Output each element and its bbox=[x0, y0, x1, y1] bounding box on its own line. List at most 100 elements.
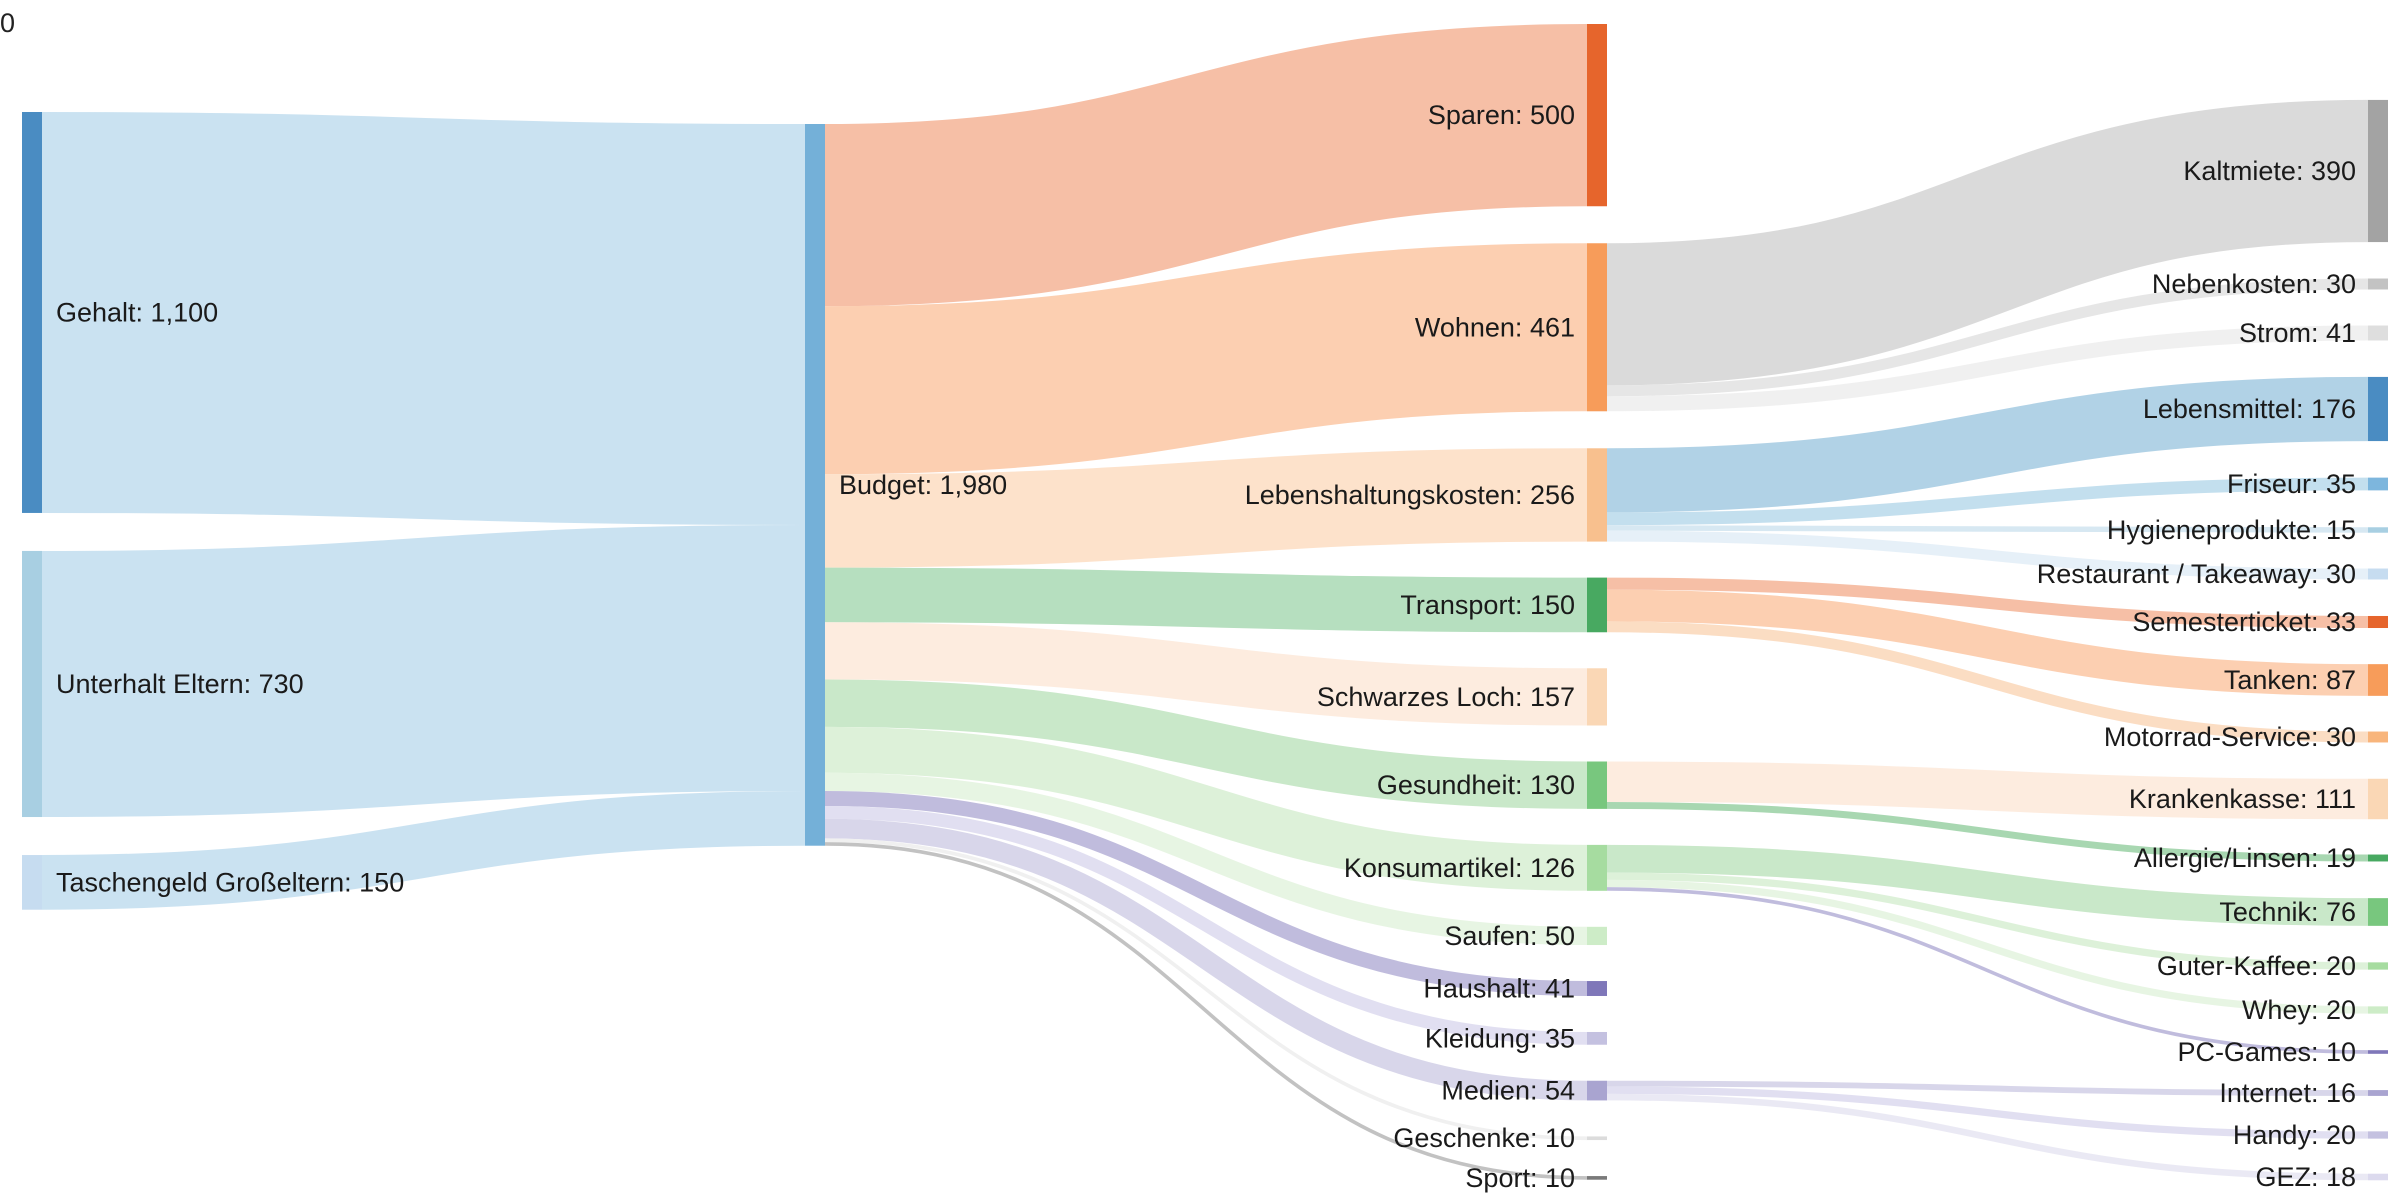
node-label-haushalt: Haushalt: 41 bbox=[1423, 974, 1575, 1004]
node-label-taschengeld-großeltern: Taschengeld Großeltern: 150 bbox=[56, 867, 404, 897]
node-gez bbox=[2368, 1173, 2388, 1181]
node-label-handy: Handy: 20 bbox=[2233, 1120, 2356, 1150]
node-handy bbox=[2368, 1131, 2388, 1139]
link-budget-to-transport bbox=[824, 567, 1588, 633]
link-budget-to-konsumartikel bbox=[824, 726, 1588, 891]
link-budget-to-schwarzes-loch bbox=[824, 622, 1588, 726]
link-lebenshaltungskosten-to-hygieneprodukte bbox=[1606, 525, 2369, 533]
node-guter-kaffee bbox=[2368, 962, 2388, 970]
node-semesterticket bbox=[2368, 615, 2388, 629]
link-unterhalt-eltern-to-budget bbox=[41, 524, 806, 818]
link-budget-to-wohnen bbox=[824, 243, 1588, 475]
link-medien-to-handy bbox=[1606, 1086, 2369, 1139]
node-gesundheit bbox=[1587, 761, 1607, 809]
node-label-sparen: Sparen: 500 bbox=[1428, 100, 1575, 130]
node-label-pc-games: PC-Games: 10 bbox=[2177, 1037, 2356, 1067]
node-geschenke bbox=[1587, 1136, 1607, 1141]
node-konsumartikel bbox=[1587, 844, 1607, 891]
node-label-wohnen: Wohnen: 461 bbox=[1415, 312, 1575, 342]
link-budget-to-sport bbox=[824, 842, 1588, 1180]
link-konsumartikel-to-whey bbox=[1606, 879, 2369, 1014]
link-budget-to-gesundheit bbox=[824, 679, 1588, 809]
node-label-transport: Transport: 150 bbox=[1400, 590, 1575, 620]
node-friseur bbox=[2368, 477, 2388, 491]
link-medien-to-gez bbox=[1606, 1093, 2369, 1181]
node-label-unterhalt-eltern: Unterhalt Eltern: 730 bbox=[56, 669, 304, 699]
node-gehalt bbox=[22, 112, 42, 513]
link-transport-to-tanken bbox=[1606, 589, 2369, 696]
node-nebenkosten bbox=[2368, 278, 2388, 290]
node-label-guter-kaffee: Guter-Kaffee: 20 bbox=[2157, 951, 2356, 981]
link-budget-to-haushalt bbox=[824, 791, 1588, 996]
nodes-group bbox=[22, 24, 2388, 1181]
node-haushalt bbox=[1587, 981, 1607, 996]
node-label-friseur: Friseur: 35 bbox=[2227, 469, 2356, 499]
node-internet bbox=[2368, 1090, 2388, 1096]
node-label-schwarzes-loch: Schwarzes Loch: 157 bbox=[1317, 682, 1575, 712]
node-label-krankenkasse: Krankenkasse: 111 bbox=[2129, 784, 2356, 814]
link-wohnen-to-strom bbox=[1606, 325, 2369, 412]
link-konsumartikel-to-technik bbox=[1606, 844, 2369, 926]
node-whey bbox=[2368, 1006, 2388, 1014]
node-label-internet: Internet: 16 bbox=[2219, 1078, 2356, 1108]
node-label-whey: Whey: 20 bbox=[2242, 995, 2356, 1025]
node-krankenkasse bbox=[2368, 778, 2388, 820]
node-schwarzes-loch bbox=[1587, 668, 1607, 726]
node-label-motorrad-service: Motorrad-Service: 30 bbox=[2104, 722, 2356, 752]
link-budget-to-lebenshaltungskosten bbox=[824, 448, 1588, 568]
node-technik bbox=[2368, 898, 2388, 926]
node-kleidung bbox=[1587, 1031, 1607, 1045]
node-label-lebenshaltungskosten: Lebenshaltungskosten: 256 bbox=[1245, 480, 1575, 510]
node-lebensmittel bbox=[2368, 376, 2388, 442]
link-medien-to-internet bbox=[1606, 1080, 2369, 1096]
node-label-budget: Budget: 1,980 bbox=[839, 470, 1007, 500]
node-allergie-linsen bbox=[2368, 854, 2388, 862]
link-wohnen-to-nebenkosten bbox=[1606, 278, 2369, 397]
node-label-tanken: Tanken: 87 bbox=[2224, 665, 2356, 695]
link-gesundheit-to-allergie-linsen bbox=[1606, 801, 2369, 862]
node-label-lebensmittel: Lebensmittel: 176 bbox=[2143, 394, 2356, 424]
node-hygieneprodukte bbox=[2368, 527, 2388, 533]
node-label-strom: Strom: 41 bbox=[2239, 318, 2356, 348]
link-transport-to-semesterticket bbox=[1606, 577, 2369, 629]
link-lebenshaltungskosten-to-friseur bbox=[1606, 477, 2369, 526]
node-label-medien: Medien: 54 bbox=[1441, 1076, 1575, 1106]
node-lebenshaltungskosten bbox=[1587, 448, 1607, 542]
node-medien bbox=[1587, 1080, 1607, 1101]
node-label-sport: Sport: 10 bbox=[1465, 1163, 1575, 1193]
node-taschengeld-großeltern bbox=[22, 855, 42, 910]
node-label-technik: Technik: 76 bbox=[2219, 897, 2356, 927]
node-label-kaltmiete: Kaltmiete: 390 bbox=[2183, 156, 2356, 186]
link-taschengeld-großeltern-to-budget bbox=[41, 791, 806, 910]
labels-group: Gehalt: 1,100 Unterhalt Eltern: 730 Tasche… bbox=[56, 100, 2356, 1193]
node-label-geschenke: Geschenke: 10 bbox=[1393, 1123, 1575, 1153]
node-saufen bbox=[1587, 926, 1607, 946]
node-label-restaurant-takeaway: Restaurant / Takeaway: 30 bbox=[2037, 559, 2356, 589]
node-label-saufen: Saufen: 50 bbox=[1444, 921, 1575, 951]
node-sport bbox=[1587, 1176, 1607, 1180]
node-label-gesundheit: Gesundheit: 130 bbox=[1377, 770, 1575, 800]
link-budget-to-kleidung bbox=[824, 805, 1588, 1045]
link-transport-to-motorrad-service bbox=[1606, 621, 2369, 743]
node-label-hygieneprodukte: Hygieneprodukte: 15 bbox=[2107, 515, 2356, 545]
node-tanken bbox=[2368, 664, 2388, 696]
node-label-konsumartikel: Konsumartikel: 126 bbox=[1344, 853, 1575, 883]
node-label-gez: GEZ: 18 bbox=[2255, 1162, 2356, 1192]
node-strom bbox=[2368, 325, 2388, 341]
link-gehalt-to-budget bbox=[41, 112, 806, 525]
node-budget bbox=[805, 124, 825, 846]
node-label-nebenkosten: Nebenkosten: 30 bbox=[2152, 269, 2356, 299]
link-budget-to-saufen bbox=[824, 772, 1588, 946]
node-label-allergie-linsen: Allergie/Linsen: 19 bbox=[2134, 843, 2356, 873]
node-label-gehalt: Gehalt: 1,100 bbox=[56, 297, 218, 327]
link-konsumartikel-to-pc-games bbox=[1606, 887, 2369, 1054]
node-unterhalt-eltern bbox=[22, 550, 42, 818]
link-lebenshaltungskosten-to-lebensmittel bbox=[1606, 376, 2369, 513]
link-budget-to-sparen bbox=[824, 24, 1588, 307]
node-transport bbox=[1587, 577, 1607, 633]
link-lebenshaltungskosten-to-restaurant-takeaway bbox=[1606, 530, 2369, 580]
node-kaltmiete bbox=[2368, 99, 2388, 243]
node-restaurant-takeaway bbox=[2368, 568, 2388, 580]
link-budget-to-medien bbox=[824, 818, 1588, 1101]
